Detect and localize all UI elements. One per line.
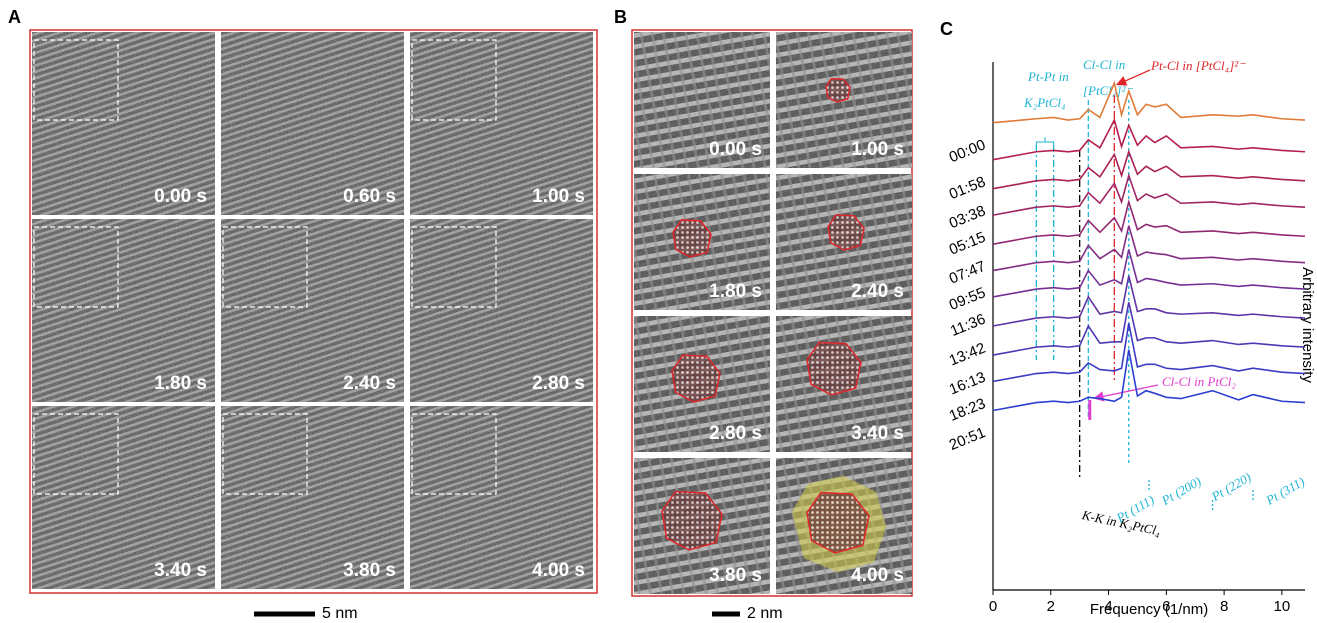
annotation: Cl-Cl in [1083, 57, 1125, 72]
region-box [411, 413, 497, 495]
annotation: Pt (220) [1208, 469, 1254, 504]
spectrum [992, 172, 1306, 216]
spectrum [992, 302, 1306, 356]
time-label: 1.00 s [851, 139, 904, 160]
nanoparticle [661, 490, 723, 551]
region-box [33, 226, 119, 308]
nanoparticle [825, 77, 851, 103]
y-axis-label: Arbitrary intensity [1299, 267, 1316, 383]
x-tick-label: 6 [1162, 598, 1170, 615]
x-tick-label: 10 [1274, 598, 1291, 615]
panel-letter: A [8, 7, 21, 27]
annotation: Pt (311) [1262, 474, 1307, 508]
series-label: 20:51 [947, 424, 988, 454]
annotation: Pt-Cl in [PtCl₄]²⁻ [1150, 58, 1246, 73]
arrow [1115, 69, 1151, 86]
image-tiles: 0.00 s 0.60 s 1.00 s 1.80 s 2.40 s 2.80 s 3.40… [32, 32, 912, 594]
spectrum [992, 323, 1306, 383]
series-label: 11:36 [948, 311, 988, 340]
series-label: 01:58 [947, 173, 988, 203]
x-tick-label: 4 [1104, 598, 1112, 615]
image-noise [634, 32, 770, 168]
time-label: 4.00 s [532, 560, 585, 581]
x-tick-label: 8 [1220, 598, 1228, 615]
time-label: 1.80 s [154, 373, 207, 394]
series-label: 13:42 [947, 340, 988, 370]
image-noise [410, 219, 593, 402]
image-noise [32, 219, 215, 402]
spectrum [992, 117, 1306, 161]
image-noise [32, 406, 215, 589]
scale-bar-label: 5 nm [322, 605, 358, 622]
time-label: 3.40 s [851, 423, 904, 444]
series-label: 07:47 [947, 258, 988, 288]
annotation: Cl-Cl in PtCl₂ [1162, 374, 1236, 389]
nanoparticle [827, 214, 865, 251]
annotation: [PtCl₄]²⁻ [1083, 83, 1133, 98]
region-box [222, 226, 308, 308]
time-label: 2.40 s [343, 373, 396, 394]
x-tick-label: 0 [989, 598, 997, 615]
time-label: 2.80 s [709, 423, 762, 444]
annotation: Pt-Pt in [1027, 69, 1069, 84]
nanoparticle [806, 491, 870, 554]
x-tick-label: 2 [1047, 598, 1055, 615]
region-box [33, 39, 119, 121]
image-noise [32, 32, 215, 215]
time-label: 3.40 s [154, 560, 207, 581]
spectrum [992, 80, 1306, 124]
spectrum [992, 198, 1306, 245]
series-label: 18:23 [947, 395, 988, 425]
time-label: 1.80 s [709, 281, 762, 302]
spectrum [992, 149, 1306, 190]
region-box [33, 413, 119, 495]
nanoparticle [672, 219, 712, 258]
time-label: 2.80 s [532, 373, 585, 394]
image-noise [221, 32, 404, 215]
spectrum [992, 249, 1306, 298]
series-label: 03:38 [947, 202, 988, 232]
time-label: 0.60 s [343, 186, 396, 207]
series-label: 00:00 [947, 136, 988, 166]
region-box [222, 413, 308, 495]
image-noise [221, 219, 404, 402]
time-label: 2.40 s [851, 281, 904, 302]
series-label: 05:15 [947, 229, 988, 259]
spectrum [992, 275, 1306, 327]
x-axis-label: Frequency (1/nm) [1090, 601, 1208, 618]
image-noise [410, 32, 593, 215]
spectrum [992, 349, 1306, 412]
panel-letter: B [614, 7, 627, 27]
region-box [411, 226, 497, 308]
annotation: Pt (200) [1158, 473, 1204, 508]
nanoparticle [806, 341, 862, 396]
panel-letter: C [940, 19, 953, 39]
nanoparticle [671, 354, 721, 403]
annotation: K₂PtCl₄ [1023, 95, 1066, 110]
region-box [411, 39, 497, 121]
image-noise [410, 406, 593, 589]
bracket [1035, 137, 1055, 147]
scale-bar-label: 2 nm [747, 605, 783, 622]
time-label: 3.80 s [343, 560, 396, 581]
time-label: 0.00 s [709, 139, 762, 160]
time-label: 3.80 s [709, 565, 762, 586]
time-label: 0.00 s [154, 186, 207, 207]
time-label: 1.00 s [532, 186, 585, 207]
image-noise [221, 406, 404, 589]
spectra-chart: 0 2 4 6 8 10 Frequency (1/nm) Arbitrary intensi… [947, 57, 1316, 618]
time-label: 4.00 s [851, 565, 904, 586]
spectrum [992, 225, 1306, 272]
series-label: 09:55 [947, 284, 988, 314]
arrow [1093, 384, 1159, 402]
series-label: 16:13 [947, 369, 988, 399]
